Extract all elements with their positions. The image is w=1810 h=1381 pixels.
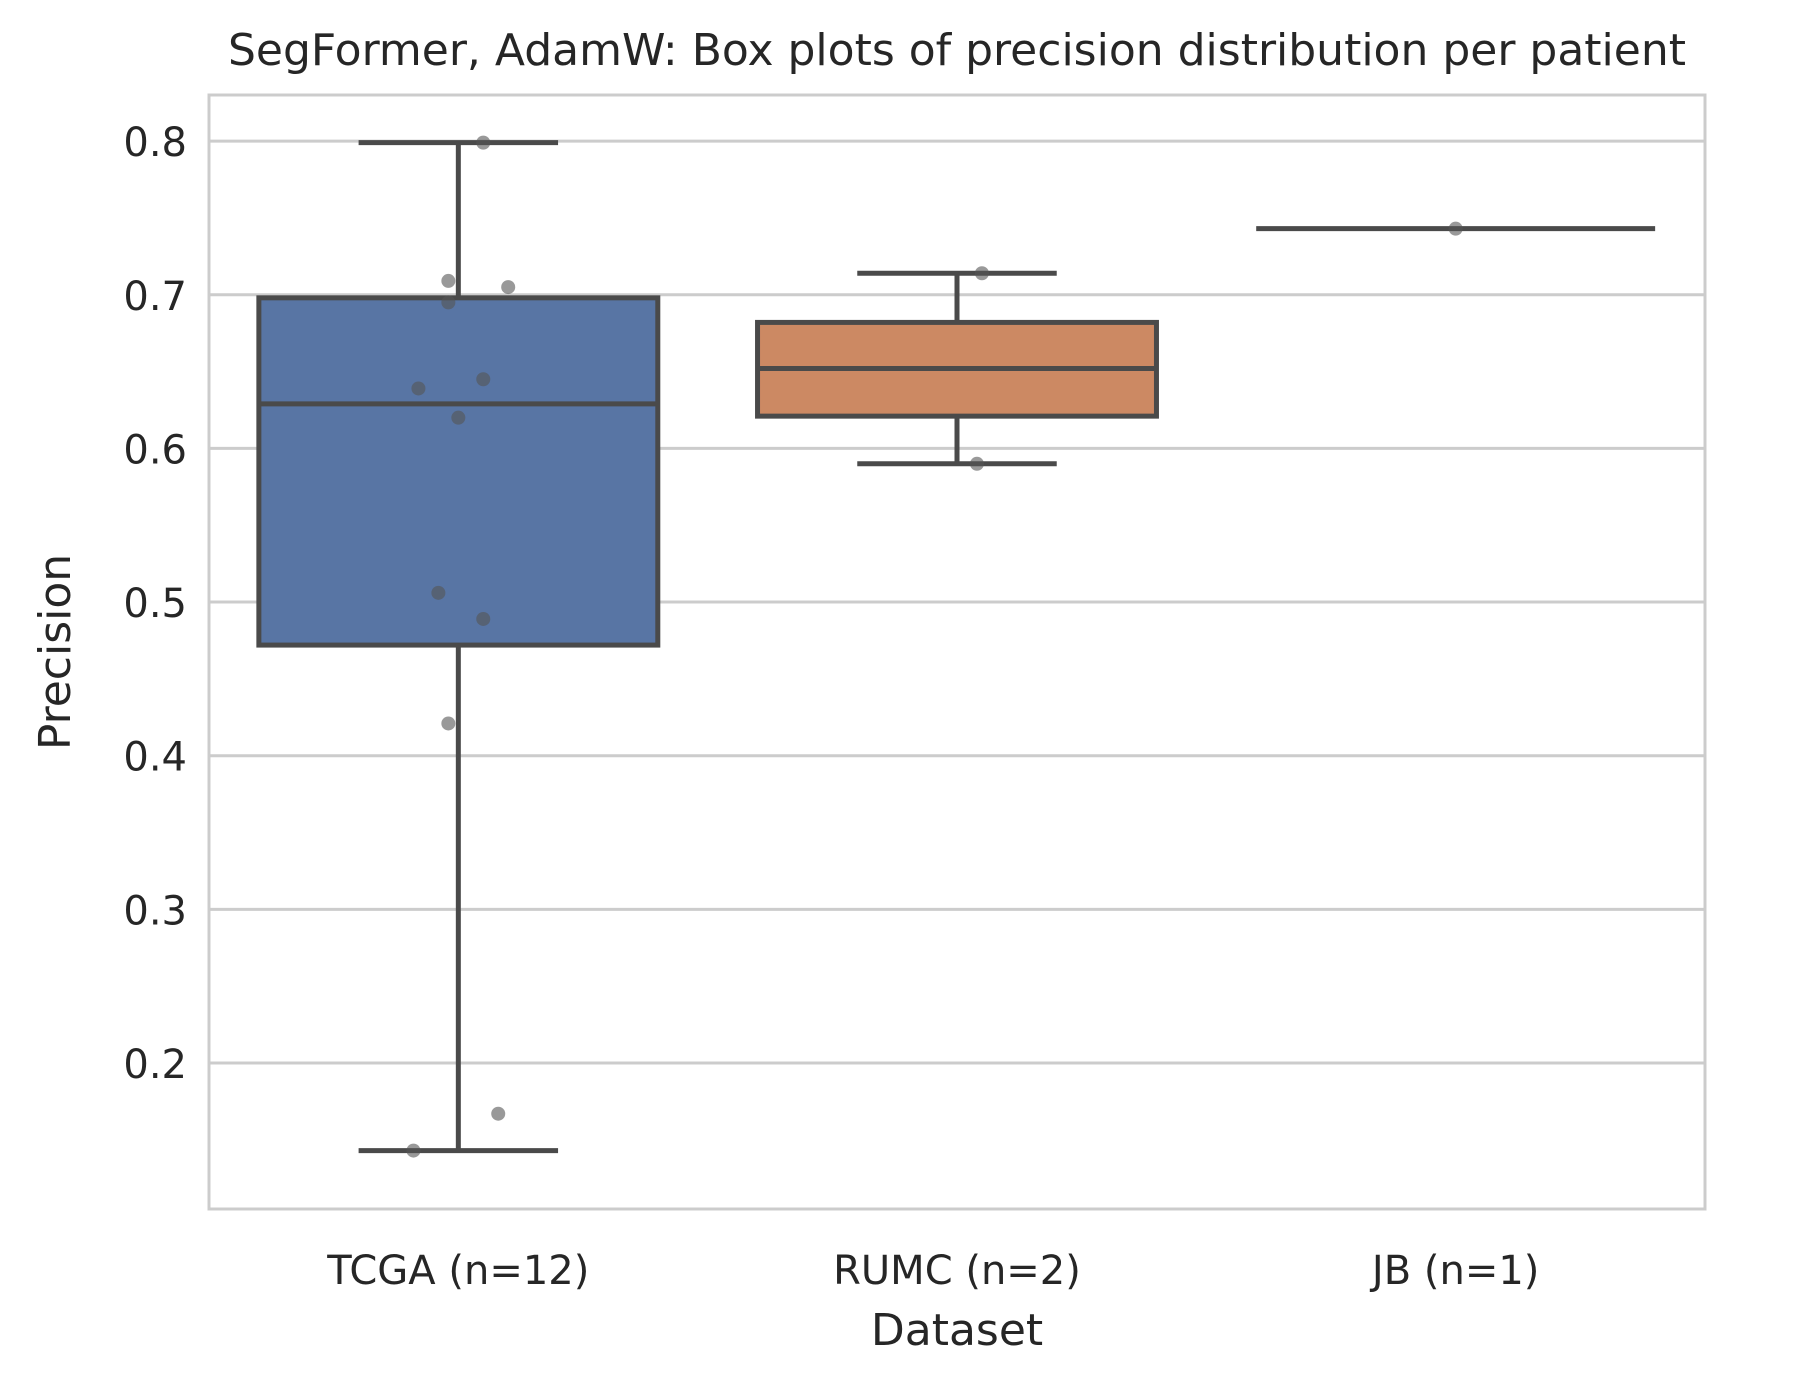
x-axis-label: Dataset xyxy=(871,1305,1043,1356)
box-group-0 xyxy=(256,140,661,1154)
y-tick-label-0.5: 0.5 xyxy=(123,581,187,627)
data-point-0-6 xyxy=(451,410,466,425)
y-axis-label: Precision xyxy=(30,554,81,750)
data-point-0-4 xyxy=(476,372,491,387)
y-tick-label-0.4: 0.4 xyxy=(123,735,187,781)
data-point-1-0 xyxy=(974,266,989,281)
data-point-0-2 xyxy=(501,280,516,295)
data-point-0-11 xyxy=(406,1143,421,1158)
chart-title: SegFormer, AdamW: Box plots of precision… xyxy=(228,25,1686,76)
data-point-0-8 xyxy=(476,611,491,626)
y-tick-label-0.3: 0.3 xyxy=(123,888,187,934)
box-group-1 xyxy=(755,270,1159,467)
y-tick-label-0.8: 0.8 xyxy=(123,120,187,166)
data-point-0-10 xyxy=(491,1106,506,1121)
box-iqr-0 xyxy=(256,295,661,648)
x-tick-label-2: JB (n=1) xyxy=(1369,1248,1539,1294)
x-tick-label-1: RUMC (n=2) xyxy=(833,1248,1081,1294)
y-tick-label-0.7: 0.7 xyxy=(123,274,187,320)
data-point-2-0 xyxy=(1448,221,1463,236)
plot-frame xyxy=(207,93,1707,1211)
data-point-0-9 xyxy=(441,716,456,731)
data-point-0-7 xyxy=(431,585,446,600)
x-tick-label-0: TCGA (n=12) xyxy=(326,1248,589,1294)
data-point-0-5 xyxy=(411,381,426,396)
data-point-0-3 xyxy=(441,295,456,310)
y-tick-label-0.6: 0.6 xyxy=(123,427,187,473)
y-tick-label-0.2: 0.2 xyxy=(123,1042,187,1088)
data-point-0-0 xyxy=(476,135,491,150)
data-point-0-1 xyxy=(441,273,456,288)
tick-labels: 0.2 0.3 0.4 0.5 0.6 0.7 0.8 TCGA (n=12) RUMC (n=… xyxy=(123,120,1539,1294)
data-point-1-1 xyxy=(969,456,984,471)
data-points xyxy=(406,135,1463,1158)
boxes xyxy=(256,140,1656,1154)
